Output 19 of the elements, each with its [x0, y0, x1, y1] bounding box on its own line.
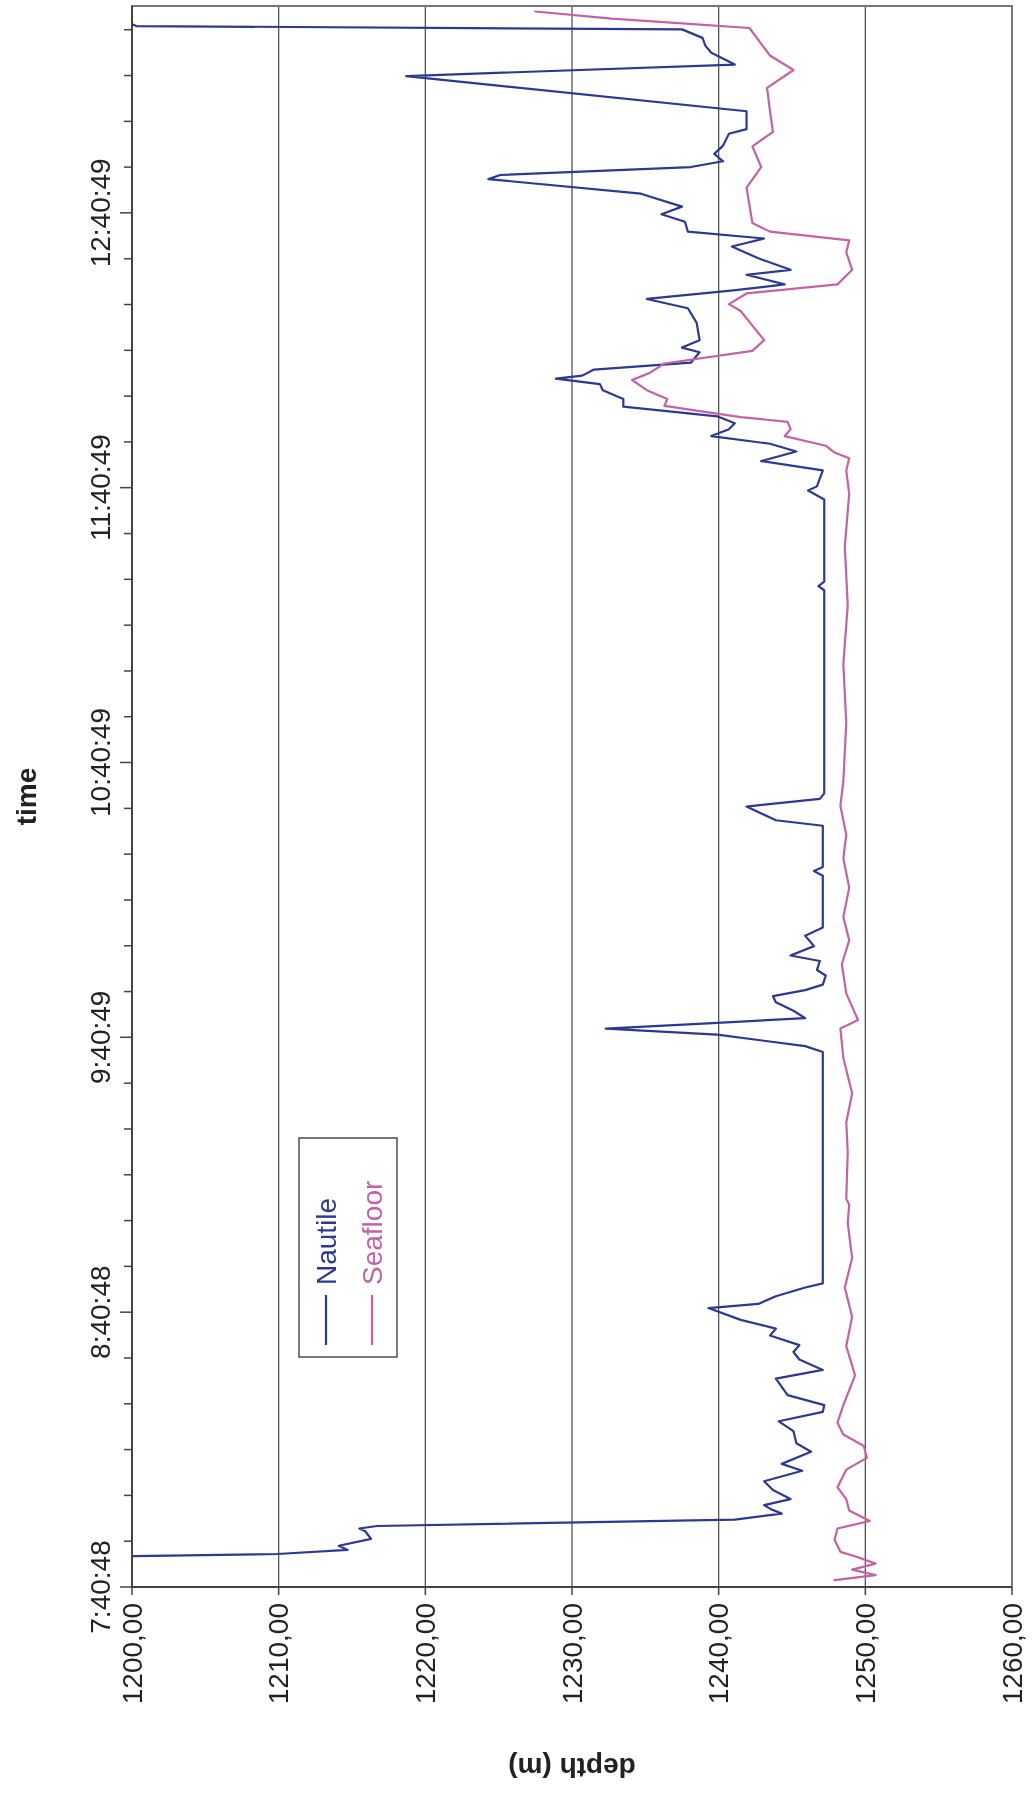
x-axis-title: depth (m) — [508, 1752, 636, 1784]
line-series — [130, 23, 827, 1558]
text: Nautile — [310, 1197, 342, 1285]
x-tick-label: 1240,00 — [703, 1603, 735, 1705]
y-axis-title: time — [11, 767, 42, 826]
x-tick-label: 1200,00 — [116, 1603, 148, 1705]
x-tick-label: 1230,00 — [556, 1603, 588, 1705]
y-tick-label: 8:40:48 — [85, 1265, 116, 1359]
y-tick-label: 7:40:48 — [85, 1540, 116, 1634]
y-tick-label: 10:40:49 — [85, 707, 116, 817]
x-tick-label: 1260,00 — [996, 1603, 1028, 1705]
line-series — [534, 10, 877, 1582]
x-tick-label: 1250,00 — [850, 1603, 882, 1705]
y-tick-label: 9:40:49 — [85, 990, 116, 1084]
text: Seafloor — [356, 1180, 388, 1285]
y-tick-label: 11:40:49 — [85, 434, 116, 542]
x-tick-label: 1220,00 — [410, 1603, 442, 1705]
y-tick-label: 12:40:49 — [85, 158, 116, 268]
x-tick-label: 1210,00 — [263, 1603, 295, 1705]
